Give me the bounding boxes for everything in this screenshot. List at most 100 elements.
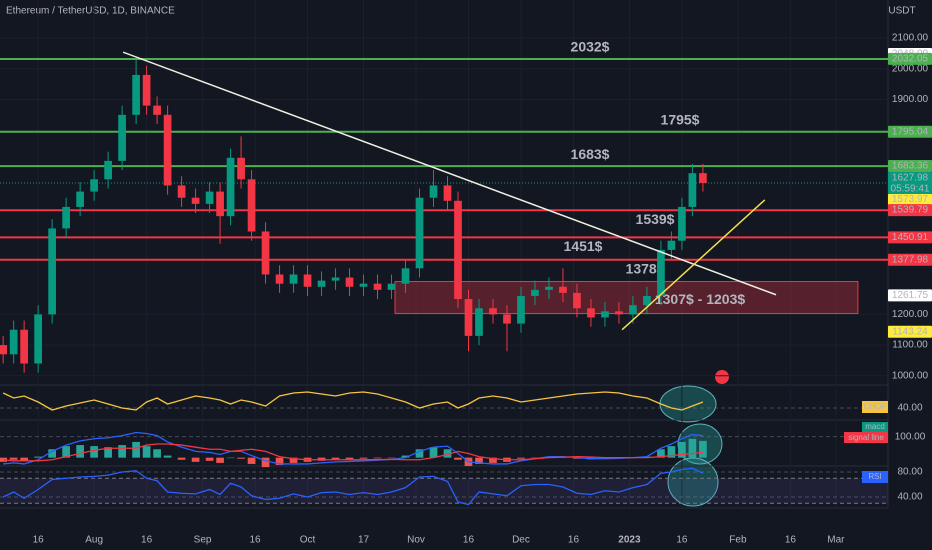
macd-hist (216, 457, 224, 463)
zone (394, 281, 859, 314)
y-tick-label: 100.00 (895, 431, 926, 442)
macd-hist (359, 457, 368, 459)
candle-body (331, 277, 340, 281)
x-tick-label: Oct (300, 535, 316, 546)
candle-body (615, 311, 623, 315)
macd-hist (34, 456, 42, 458)
macd-hist (667, 446, 676, 458)
price-badge (888, 204, 932, 217)
y-tick-label: 1900.00 (892, 94, 929, 105)
indicator-badge-label: RSI (868, 472, 881, 481)
candle-body (275, 274, 284, 284)
candle-body (359, 283, 368, 287)
candle-body (387, 283, 396, 290)
x-tick-label: 16 (676, 535, 688, 546)
price-badge (888, 125, 932, 138)
candle-body (601, 311, 609, 318)
level-label: 1378$ (626, 260, 665, 276)
indicator-badge-label: CHOP (863, 402, 886, 411)
candle-body (587, 308, 595, 318)
candle-body (132, 74, 140, 115)
price-badge (888, 159, 932, 172)
candle-body (503, 314, 511, 324)
macd-hist (132, 441, 140, 458)
macd-hist (489, 457, 497, 463)
zone-label: 1307$ - 1203$ (655, 291, 746, 307)
macd-hist (191, 457, 200, 462)
candle-body (489, 308, 497, 315)
macd-hist (275, 457, 284, 465)
price-badge (888, 231, 932, 244)
macd-hist (331, 457, 340, 460)
x-tick-label: 2023 (618, 535, 641, 546)
chart-title: Ethereum / TetherUSD, 1D, BINANCE (6, 6, 175, 17)
x-tick-label: 17 (358, 535, 370, 546)
level-label: 1795$ (661, 111, 700, 127)
candle-body (454, 200, 462, 300)
candle-body (118, 114, 126, 161)
price-badge-label: 1573.97 (892, 194, 929, 205)
price-badge-label: 2032.05 (892, 54, 929, 65)
x-tick-label: Dec (512, 535, 530, 546)
candle-body (20, 329, 28, 364)
rsi-line (2, 467, 704, 506)
macd-hist (20, 457, 28, 461)
level-label: 1451$ (564, 238, 603, 254)
macd-hist (688, 438, 697, 458)
candle-body (226, 157, 235, 217)
x-tick-label: 16 (785, 535, 797, 546)
indicator-badge-label: macd (865, 422, 885, 431)
macd-hist (104, 447, 112, 458)
macd-hist (226, 457, 235, 459)
candle-body (289, 274, 298, 284)
price-badge-label: 1795.04 (892, 126, 929, 137)
macd-hist (48, 449, 56, 458)
candle-body (303, 274, 312, 287)
macd-hist (118, 445, 126, 458)
candle-body (205, 191, 214, 204)
rsi-band (0, 478, 888, 504)
candle-body (62, 206, 70, 229)
x-tick-label: 16 (33, 535, 45, 546)
candle-body (559, 286, 567, 293)
macd-hist (429, 447, 438, 458)
candle-body (0, 345, 7, 355)
y-tick-label: 2100.00 (892, 33, 929, 44)
x-tick-label: 16 (250, 535, 262, 546)
x-tick-label: 16 (568, 535, 580, 546)
macd-hist (153, 449, 161, 458)
macd-hist (247, 457, 256, 464)
countdown: 05:59:41 (891, 184, 930, 195)
y-tick-label: 2000.00 (892, 63, 929, 74)
price-badge (888, 52, 932, 65)
x-tick-label: Feb (729, 535, 747, 546)
candle-body (401, 268, 410, 284)
y-tick-label: 40.00 (897, 403, 922, 414)
candle-body (142, 74, 151, 106)
price-unit: USDT (888, 6, 915, 17)
event-icon[interactable] (715, 370, 729, 384)
x-tick-label: Aug (85, 535, 103, 546)
highlight (659, 385, 717, 423)
candle-body (429, 185, 438, 198)
indicator-badge (862, 401, 888, 413)
signal-line (3, 443, 703, 462)
level-label: 2032$ (571, 39, 610, 55)
indicator-badge (844, 432, 888, 443)
x-tick-label: Sep (194, 535, 212, 546)
candle-body (573, 292, 581, 309)
macd-hist (443, 449, 452, 458)
macd-hist (345, 457, 354, 460)
macd-line (3, 431, 703, 465)
candle-body (657, 249, 665, 296)
macd-hist (678, 441, 686, 458)
y-tick-label: 40.00 (897, 492, 922, 503)
macd-hist (90, 446, 98, 458)
candle-body (153, 105, 161, 115)
price-badge-label: 1539.79 (892, 205, 929, 216)
macd-hist (205, 457, 214, 461)
candle-body (345, 277, 354, 287)
candle-body (76, 191, 84, 207)
macd-hist (289, 457, 298, 463)
candle-body (667, 240, 676, 250)
